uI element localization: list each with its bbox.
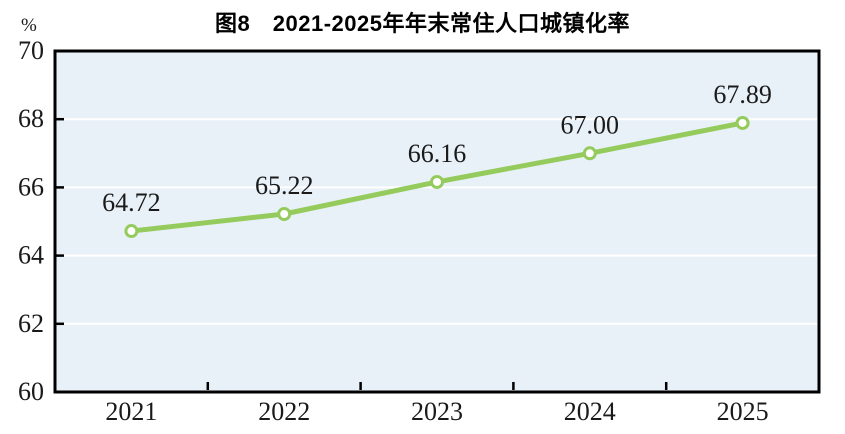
data-label: 67.00: [561, 110, 620, 139]
x-tick-label: 2023: [411, 397, 463, 426]
data-label: 64.72: [102, 188, 161, 217]
data-point: [582, 146, 597, 161]
y-tick-label: 60: [18, 377, 44, 406]
y-tick-label: 62: [18, 309, 44, 338]
x-tick-label: 2021: [105, 397, 157, 426]
data-point: [735, 115, 750, 130]
data-point: [124, 224, 139, 239]
x-tick-label: 2025: [717, 397, 769, 426]
data-label: 67.89: [713, 80, 772, 109]
x-tick-label: 2024: [564, 397, 616, 426]
data-label: 66.16: [408, 139, 467, 168]
chart-title: 图8 2021-2025年年末常住人口城镇化率: [215, 11, 630, 36]
y-axis-unit-label: %: [21, 15, 37, 36]
y-tick-label: 70: [18, 36, 44, 65]
y-tick-label: 68: [18, 104, 44, 133]
data-point: [277, 206, 292, 221]
y-tick-label: 66: [18, 172, 44, 201]
y-tick-label: 64: [18, 241, 44, 270]
data-label: 65.22: [255, 171, 314, 200]
data-point: [430, 174, 444, 189]
plot-border: [53, 49, 821, 394]
x-tick-label: 2022: [258, 397, 310, 426]
plot-area: [55, 51, 819, 392]
